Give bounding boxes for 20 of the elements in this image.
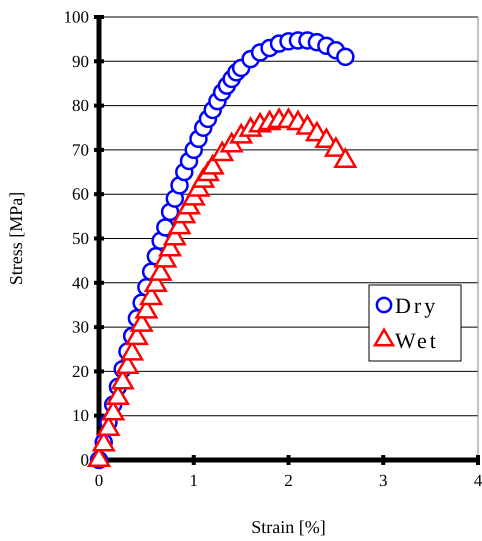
x-tick-label: 2 bbox=[284, 471, 293, 490]
legend-label: Wet bbox=[395, 328, 439, 353]
y-tick-label: 50 bbox=[72, 228, 89, 248]
y-tick-label: 20 bbox=[72, 362, 89, 381]
y-axis-title: Stress [MPa] bbox=[6, 192, 26, 286]
x-tick-label: 0 bbox=[94, 471, 104, 490]
y-tick-label: 70 bbox=[72, 140, 89, 160]
x-axis-title: Strain [%] bbox=[251, 517, 326, 537]
y-tick-label: 40 bbox=[72, 273, 89, 292]
y-tick-label: 60 bbox=[72, 184, 89, 204]
y-tick-label: 100 bbox=[64, 7, 89, 26]
y-tick-label: 0 bbox=[80, 450, 89, 470]
x-tick-label: 3 bbox=[379, 471, 388, 490]
y-tick-label: 30 bbox=[72, 318, 89, 337]
y-tick-label: 80 bbox=[72, 96, 89, 116]
x-tick-label: 4 bbox=[474, 471, 482, 490]
x-tick-label: 1 bbox=[190, 471, 198, 490]
y-tick-label: 10 bbox=[72, 406, 89, 426]
legend-label: Dry bbox=[395, 293, 438, 318]
y-tick-label: 90 bbox=[72, 52, 89, 71]
